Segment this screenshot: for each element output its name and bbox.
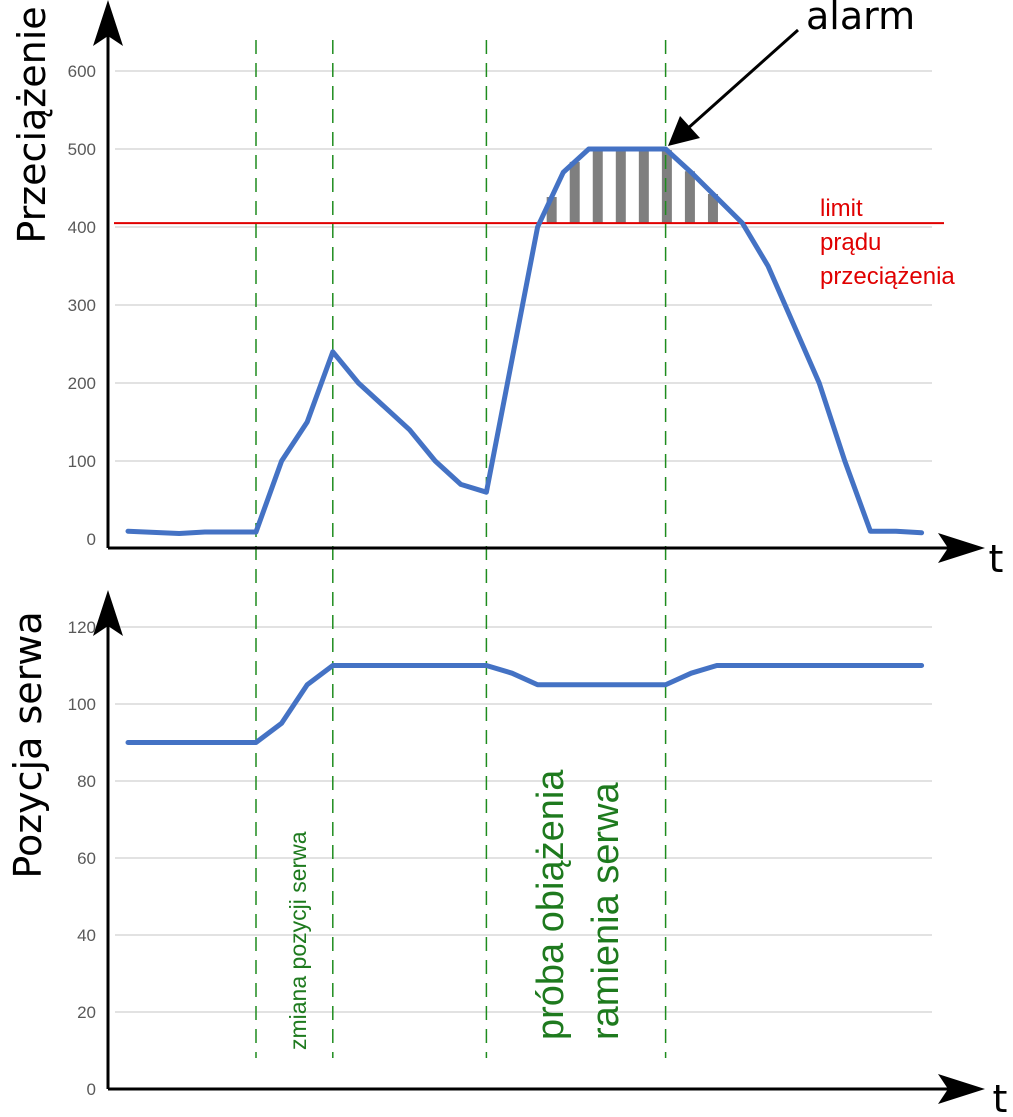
top-gridlines: [115, 70, 932, 462]
servo-position-series-line: [125, 663, 925, 745]
annotation-servo-position-change: zmiana pozycji serwa: [285, 831, 311, 1050]
limit-label-line-1: limit: [820, 195, 863, 222]
top-x-axis-arrow-icon: [938, 533, 985, 563]
bottom-y-tick-100: 100: [68, 695, 96, 714]
bottom-y-tick-80: 80: [77, 772, 96, 791]
alarm-callout: alarm: [668, 0, 915, 146]
top-y-tick-100: 100: [68, 452, 96, 471]
bottom-y-tick-120: 120: [68, 618, 96, 637]
bottom-x-axis-arrow-icon: [938, 1074, 985, 1104]
top-y-axis-arrow-icon: [93, 0, 123, 46]
bottom-x-axis-title: t: [993, 1077, 1008, 1117]
overload-series-line: [125, 146, 925, 537]
top-y-tick-400: 400: [68, 218, 96, 237]
bottom-y-axis-title: Pozycja serwa: [6, 611, 50, 878]
bottom-y-tick-0: 0: [87, 1080, 96, 1099]
alarm-arrow-head-icon: [668, 116, 700, 146]
bottom-y-tick-60: 60: [77, 849, 96, 868]
bottom-y-tick-labels: 0 20 40 60 80 100 120: [68, 618, 96, 1099]
alarm-arrow-shaft: [685, 28, 799, 132]
bottom-y-tick-40: 40: [77, 926, 96, 945]
top-axes: [93, 0, 985, 563]
top-y-tick-300: 300: [68, 296, 96, 315]
top-y-axis-title: Przeciążenie: [10, 6, 54, 243]
top-y-tick-600: 600: [68, 62, 96, 81]
annotation-load-test-line-1: próba obiążenia: [530, 769, 572, 1040]
limit-label-line-2: prądu: [820, 229, 881, 256]
top-x-axis-title: t: [989, 537, 1004, 581]
alarm-label: alarm: [806, 0, 915, 38]
limit-label: limit prądu przeciążenia: [820, 195, 955, 290]
bottom-axes: [93, 590, 985, 1104]
top-y-tick-500: 500: [68, 140, 96, 159]
bottom-gridlines: [115, 626, 932, 1013]
annotation-load-test-line-2: ramienia serwa: [585, 781, 627, 1040]
top-y-tick-0: 0: [87, 530, 96, 549]
bottom-y-axis-arrow-icon: [93, 590, 123, 636]
top-y-tick-labels: 0 100 200 300 400 500 600: [68, 62, 96, 549]
bottom-y-tick-20: 20: [77, 1003, 96, 1022]
limit-label-line-3: przeciążenia: [820, 263, 955, 290]
top-y-tick-200: 200: [68, 374, 96, 393]
